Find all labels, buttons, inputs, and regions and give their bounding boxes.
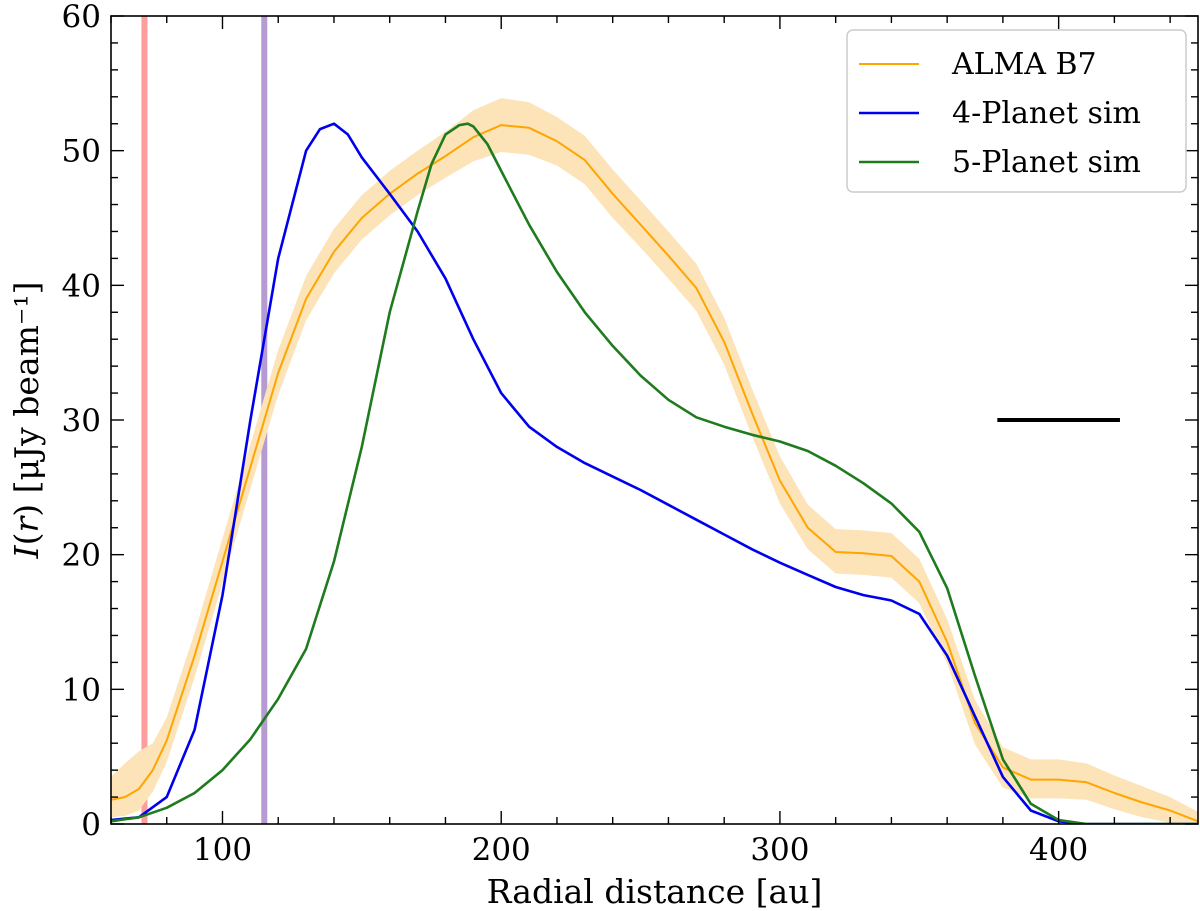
series-line-3 [111,122,1198,824]
y-tick-label: 0 [81,807,101,843]
series-line-2 [111,122,1198,824]
vertical-lines-layer [141,16,268,824]
y-tick-label: 50 [62,134,101,170]
y-tick-label: 10 [62,672,101,708]
series-layer [111,122,1198,824]
x-tick-label: 100 [193,832,252,868]
legend-label-3: 5-Planet sim [952,145,1141,180]
legend-box [846,29,1187,193]
series-line-1 [111,124,1198,823]
y-axis-label: I(r) [μJy beam⁻¹] [7,282,46,560]
x-tick-label: 400 [1029,832,1088,868]
uncertainty-band-1 [111,98,1198,824]
y-tick-label: 30 [62,403,101,439]
x-tick-label: 300 [750,832,809,868]
y-tick-label: 60 [62,0,101,35]
legend-label-2: 4-Planet sim [952,96,1141,131]
y-tick-label: 20 [62,538,101,574]
legend: ALMA B7 4-Planet sim 5-Planet sim [846,29,1187,193]
x-axis-label: Radial distance [au] [487,872,823,911]
uncertainty-band-layer [111,98,1198,824]
legend-label-1: ALMA B7 [951,47,1097,82]
ticks-layer: 100 200 300 400 0 10 20 30 40 50 60 [62,0,1198,868]
y-tick-label: 40 [62,268,101,304]
x-tick-label: 200 [472,832,531,868]
